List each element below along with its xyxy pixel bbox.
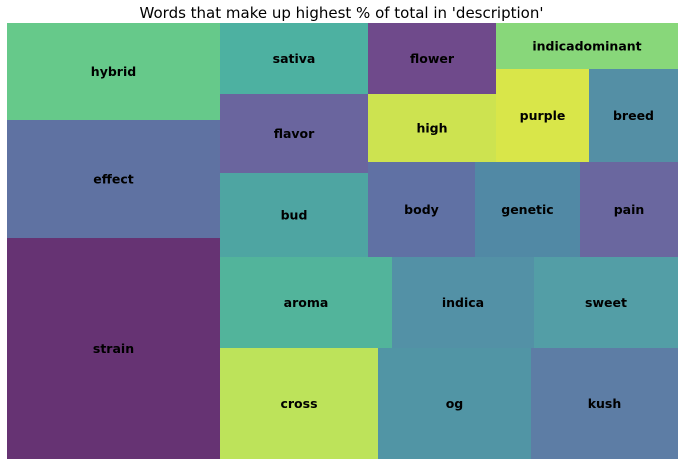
treemap-cell-breed: breed	[589, 69, 678, 162]
treemap-cell-body: body	[368, 162, 475, 257]
treemap-cell-bud: bud	[220, 173, 368, 257]
treemap-label-strain: strain	[93, 341, 134, 356]
treemap-rect-sativa	[220, 23, 368, 94]
treemap-rect-indica	[392, 257, 534, 348]
treemap-label-genetic: genetic	[501, 202, 553, 217]
treemap-rect-flavor	[220, 94, 368, 173]
treemap-rect-cross	[220, 348, 378, 459]
treemap-label-flavor: flavor	[274, 126, 315, 141]
treemap-rect-breed	[589, 69, 678, 162]
treemap-label-cross: cross	[280, 396, 317, 411]
treemap-rect-flower	[368, 23, 496, 94]
treemap-cell-og: og	[378, 348, 531, 459]
treemap-label-hybrid: hybrid	[91, 64, 136, 79]
treemap-cell-hybrid: hybrid	[7, 23, 220, 120]
chart-title: Words that make up highest % of total in…	[139, 4, 544, 22]
treemap-cell-aroma: aroma	[220, 257, 392, 348]
treemap-label-og: og	[446, 396, 464, 411]
treemap-cell-flavor: flavor	[220, 94, 368, 173]
treemap-cell-pain: pain	[580, 162, 678, 257]
treemap-cell-genetic: genetic	[475, 162, 580, 257]
treemap-label-indicadominant: indicadominant	[532, 39, 641, 54]
treemap-rect-effect	[7, 120, 220, 238]
treemap-rect-og	[378, 348, 531, 459]
treemap-cell-flower: flower	[368, 23, 496, 94]
treemap-rect-hybrid	[7, 23, 220, 120]
treemap-cell-indica: indica	[392, 257, 534, 348]
treemap-label-purple: purple	[520, 108, 566, 123]
treemap-label-kush: kush	[588, 396, 622, 411]
treemap-label-high: high	[416, 121, 447, 136]
treemap-rect-body	[368, 162, 475, 257]
treemap-rect-high	[368, 94, 496, 162]
treemap-rect-pain	[580, 162, 678, 257]
treemap-rect-genetic	[475, 162, 580, 257]
treemap-cell-high: high	[368, 94, 496, 162]
treemap-label-aroma: aroma	[284, 295, 329, 310]
treemap-rect-bud	[220, 173, 368, 257]
treemap-cell-cross: cross	[220, 348, 378, 459]
treemap-label-breed: breed	[613, 108, 654, 123]
treemap-label-sativa: sativa	[273, 51, 316, 66]
treemap-label-body: body	[404, 202, 439, 217]
treemap-label-effect: effect	[93, 172, 133, 187]
treemap-cell-strain: strain	[7, 238, 220, 459]
treemap-cell-sativa: sativa	[220, 23, 368, 94]
treemap-label-indica: indica	[442, 295, 484, 310]
treemap-label-pain: pain	[614, 202, 645, 217]
treemap-rect-strain	[7, 238, 220, 459]
treemap-cell-purple: purple	[496, 69, 589, 162]
treemap-rect-kush	[531, 348, 678, 459]
treemap-cell-kush: kush	[531, 348, 678, 459]
treemap-cell-sweet: sweet	[534, 257, 678, 348]
treemap-label-flower: flower	[410, 51, 455, 66]
treemap-label-sweet: sweet	[585, 295, 627, 310]
treemap-cell-indicadominant: indicadominant	[496, 23, 678, 69]
treemap-rect-indicadominant	[496, 23, 678, 69]
treemap-cell-effect: effect	[7, 120, 220, 238]
treemap-rect-aroma	[220, 257, 392, 348]
treemap-rect-sweet	[534, 257, 678, 348]
treemap-label-bud: bud	[281, 208, 308, 223]
treemap-rect-purple	[496, 69, 589, 162]
